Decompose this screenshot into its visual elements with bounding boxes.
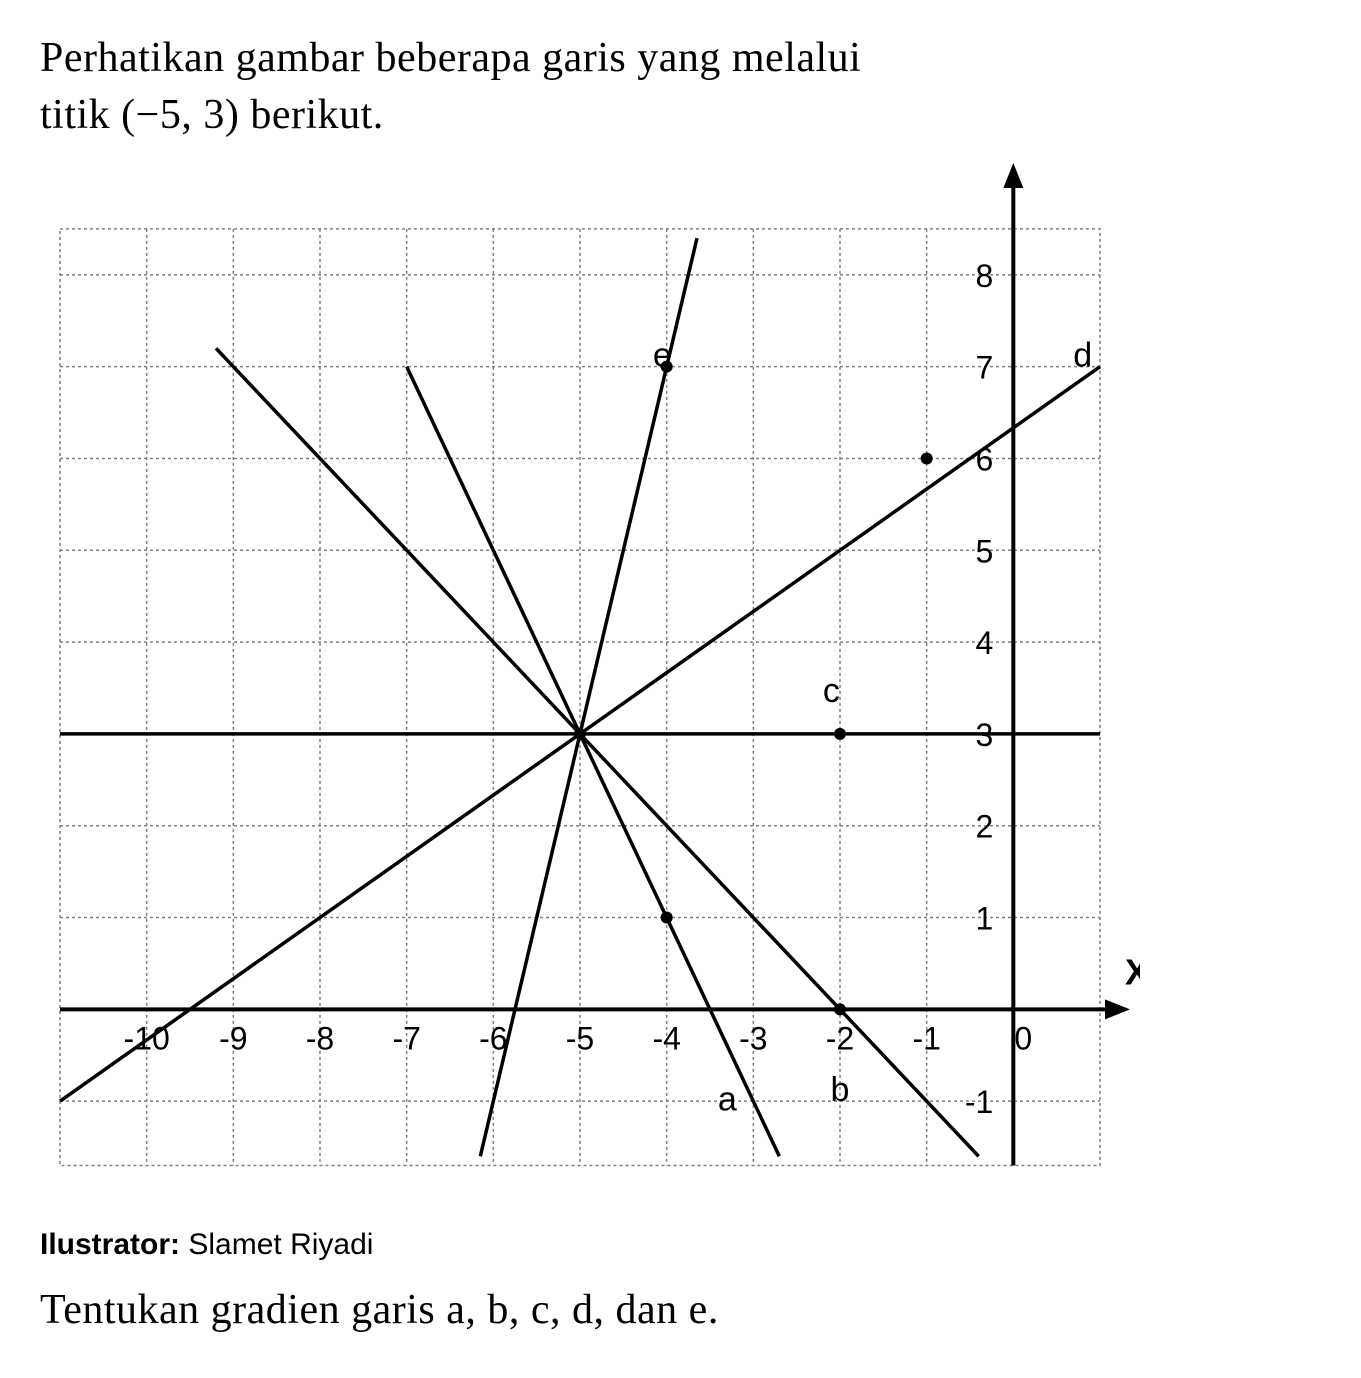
chart-container: XYabcde-10-9-8-7-6-5-4-3-2-10-112345678 <box>40 163 1140 1213</box>
svg-text:7: 7 <box>976 350 994 386</box>
svg-text:-1: -1 <box>912 1021 940 1057</box>
line-e <box>480 238 697 1156</box>
line-label-c: c <box>823 672 840 710</box>
instruction-text: Tentukan gradien garis a, b, c, d, dan e… <box>40 1282 1321 1339</box>
svg-text:-7: -7 <box>392 1021 420 1057</box>
svg-text:-9: -9 <box>219 1021 247 1057</box>
svg-text:3: 3 <box>976 717 994 753</box>
question-line2: titik (−5, 3) berikut. <box>40 92 384 138</box>
svg-text:-2: -2 <box>826 1021 854 1057</box>
svg-text:6: 6 <box>976 442 994 478</box>
svg-text:-1: -1 <box>965 1085 993 1121</box>
svg-text:1: 1 <box>976 901 994 937</box>
svg-text:-8: -8 <box>306 1021 334 1057</box>
question-text: Perhatikan gambar beberapa garis yang me… <box>40 30 1321 143</box>
svg-text:4: 4 <box>976 625 994 661</box>
svg-text:5: 5 <box>976 534 994 570</box>
svg-text:-10: -10 <box>124 1021 170 1057</box>
svg-text:0: 0 <box>1014 1021 1032 1057</box>
question-line1: Perhatikan gambar beberapa garis yang me… <box>40 35 861 81</box>
line-label-a: a <box>718 1081 737 1119</box>
svg-text:-3: -3 <box>739 1021 767 1057</box>
svg-text:-4: -4 <box>652 1021 680 1057</box>
illustrator-label: Ilustrator: <box>40 1228 180 1261</box>
svg-text:X: X <box>1125 952 1140 993</box>
illustrator-name: Slamet Riyadi <box>188 1228 373 1261</box>
line-label-d: d <box>1073 337 1092 375</box>
line-label-b: b <box>831 1072 850 1110</box>
coordinate-chart: XYabcde-10-9-8-7-6-5-4-3-2-10-112345678 <box>40 163 1140 1213</box>
svg-text:-6: -6 <box>479 1021 507 1057</box>
svg-text:2: 2 <box>976 809 994 845</box>
svg-text:8: 8 <box>976 258 994 294</box>
illustrator-credit: Ilustrator: Slamet Riyadi <box>40 1228 1321 1262</box>
svg-text:-5: -5 <box>566 1021 594 1057</box>
